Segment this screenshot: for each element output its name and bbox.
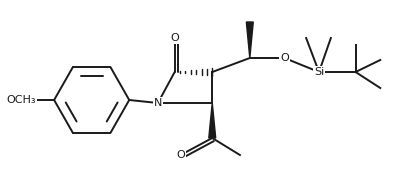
Text: N: N xyxy=(154,98,162,108)
Text: O: O xyxy=(176,150,185,160)
Polygon shape xyxy=(209,103,216,138)
Text: O: O xyxy=(280,53,289,63)
Text: Si: Si xyxy=(314,67,324,77)
Text: O: O xyxy=(170,33,179,43)
Text: OCH₃: OCH₃ xyxy=(7,95,36,105)
Polygon shape xyxy=(246,22,253,58)
